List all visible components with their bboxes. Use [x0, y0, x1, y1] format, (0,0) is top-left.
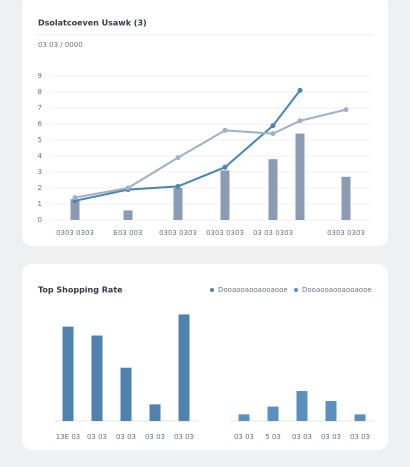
y-tick-label: 0	[38, 216, 42, 224]
y-tick-label: 7	[38, 104, 42, 112]
bar	[268, 159, 278, 220]
bar	[238, 414, 250, 421]
y-tick-label: 4	[38, 152, 43, 160]
legend-label: Dooaooaooaooaooe	[218, 286, 288, 294]
legend-swatch	[210, 288, 214, 292]
y-tick-label: 8	[38, 88, 42, 96]
y-tick-label: 5	[38, 136, 42, 144]
bar	[341, 176, 351, 220]
bar	[62, 326, 74, 421]
x-tick-label: 03 03	[321, 433, 341, 441]
bar	[123, 210, 133, 220]
bar	[220, 170, 230, 220]
chart-subtitle: 03 03 / 0000	[38, 41, 83, 49]
x-tick-label: 0303 0303	[56, 229, 94, 237]
x-tick-label: 03 03	[350, 433, 370, 441]
bar	[354, 414, 366, 421]
x-tick-label: 0303 0303	[206, 229, 244, 237]
y-tick-label: 3	[38, 168, 42, 176]
x-tick-label: 13E 03	[56, 433, 80, 441]
chart-title: Top Shopping Rate	[38, 286, 123, 295]
point	[297, 118, 303, 124]
bar	[178, 314, 190, 421]
x-tick-label: 03 03	[87, 433, 107, 441]
point	[175, 155, 181, 161]
x-tick-label: E03 003	[114, 229, 143, 237]
x-tick-label: 03 03	[234, 433, 254, 441]
bar	[267, 406, 279, 421]
bar	[296, 391, 308, 421]
bar	[120, 367, 132, 421]
point	[297, 87, 303, 93]
y-tick-label: 6	[38, 120, 43, 128]
y-tick-label: 2	[38, 184, 42, 192]
point	[72, 195, 78, 201]
point	[125, 185, 131, 191]
line	[74, 89, 301, 202]
point	[270, 123, 276, 129]
x-tick-label: 0303 0303	[159, 229, 197, 237]
x-tick-label: 03 03	[292, 433, 312, 441]
x-tick-label: 03 03 0303	[253, 229, 293, 237]
point	[222, 127, 228, 133]
point	[175, 183, 181, 189]
bar	[149, 404, 161, 421]
bar	[325, 401, 337, 421]
point	[270, 131, 276, 137]
x-tick-label: 0303 0303	[327, 229, 365, 237]
bar	[173, 188, 183, 220]
y-tick-label: 1	[38, 200, 42, 208]
bar	[295, 133, 305, 220]
x-tick-label: 03 03	[116, 433, 136, 441]
x-tick-label: 03 03	[145, 433, 165, 441]
legend-label: Dooaooaooaooaooe	[302, 286, 372, 294]
point	[343, 107, 349, 113]
point	[222, 164, 228, 170]
y-tick-label: 9	[38, 72, 42, 80]
bar	[91, 335, 103, 421]
x-tick-label: 03 03	[174, 433, 194, 441]
legend-swatch	[294, 288, 298, 292]
chart-title: Dsolatcoeven Usawk (3)	[38, 19, 147, 28]
bar	[70, 199, 80, 220]
x-tick-label: 5 03	[265, 433, 281, 441]
